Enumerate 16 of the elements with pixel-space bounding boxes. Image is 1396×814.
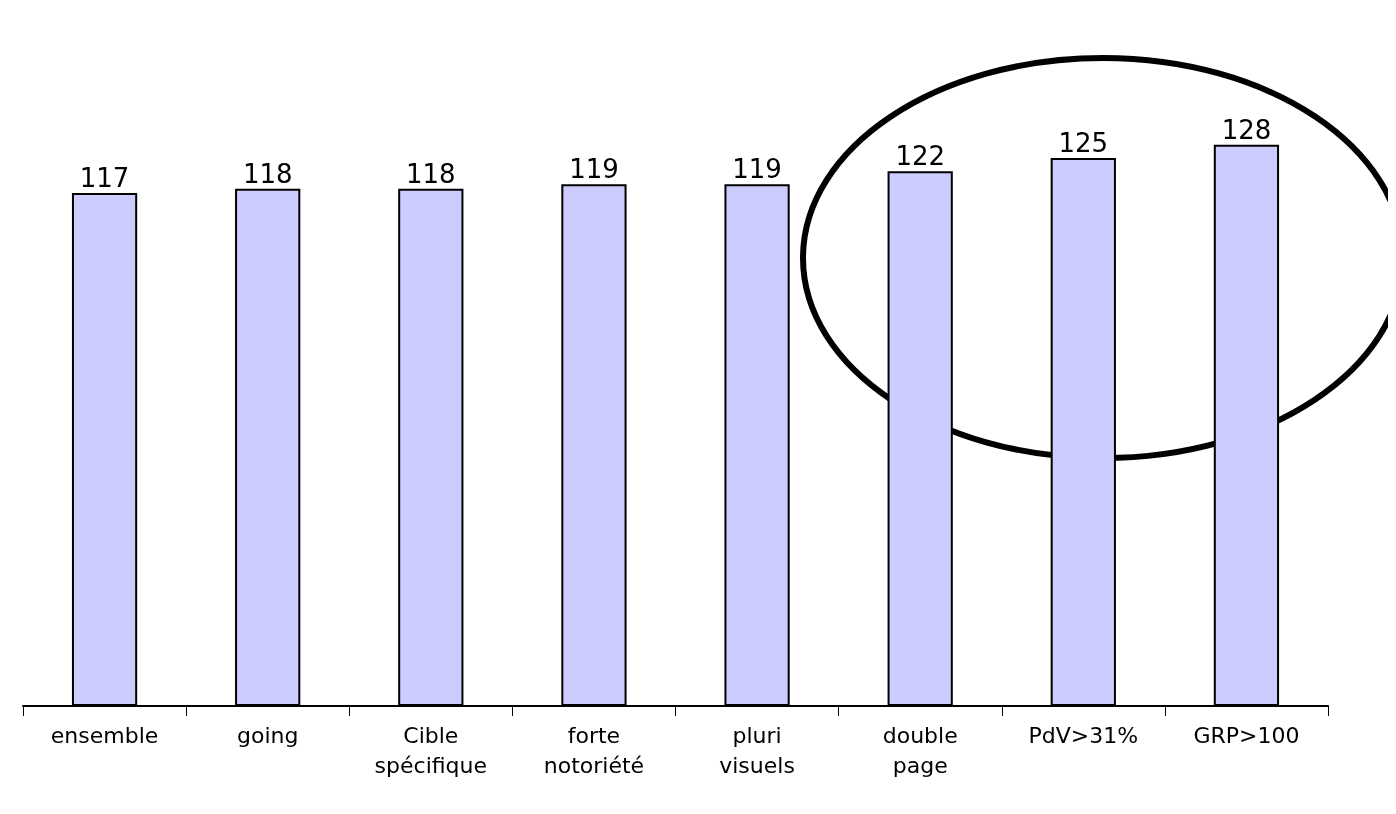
x-tick-label: pluri visuels <box>719 722 795 778</box>
x-tick-label: PdV>31% <box>1028 722 1139 748</box>
data-label: 118 <box>242 158 293 189</box>
data-label: 122 <box>895 141 946 172</box>
data-label: 117 <box>79 163 130 194</box>
data-label: 128 <box>1221 114 1272 145</box>
x-tick-label: Cible spécifique <box>374 722 488 778</box>
x-tick-label: going <box>236 722 299 748</box>
data-label: 119 <box>569 154 619 185</box>
data-label: 125 <box>1058 127 1109 158</box>
x-tick-label: forte notoriété <box>543 722 645 778</box>
data-label: 118 <box>405 158 456 189</box>
x-tick-label: ensemble <box>50 722 159 748</box>
x-tick-label: double page <box>882 722 958 778</box>
x-tick-label: GRP>100 <box>1193 722 1300 748</box>
data-label: 119 <box>732 154 782 185</box>
